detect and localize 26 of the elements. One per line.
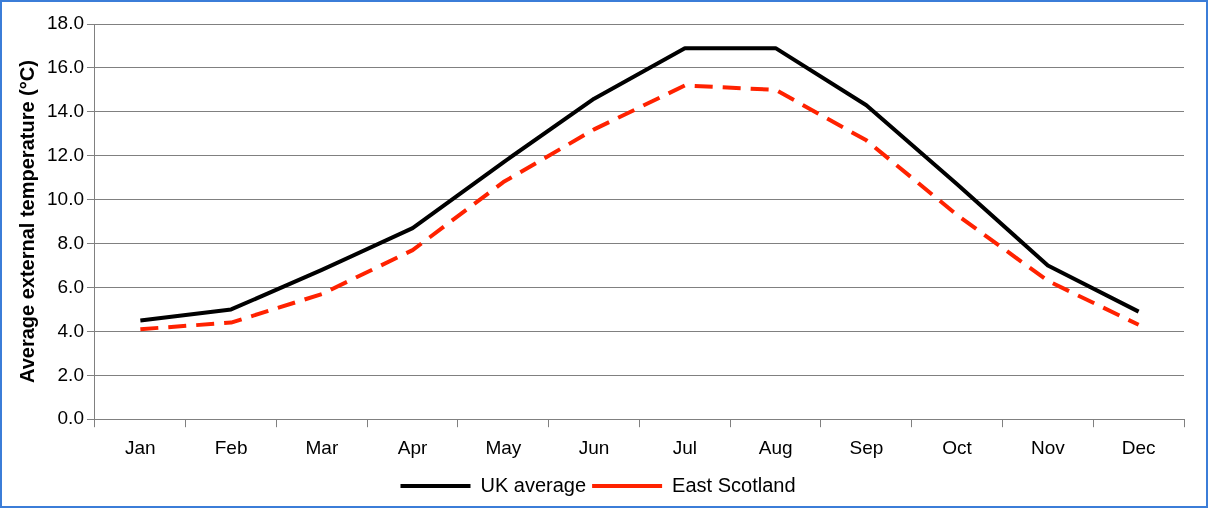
y-tick-label: 10.0	[47, 187, 84, 209]
legend-label: East Scotland	[672, 473, 796, 496]
x-tick-label: Aug	[758, 436, 793, 458]
y-tick-label: 2.0	[57, 363, 84, 385]
x-tick-label: Apr	[397, 436, 429, 458]
legend-label: UK average	[480, 473, 587, 496]
y-tick-label: 12.0	[47, 143, 84, 165]
x-tick-label: Dec	[1121, 436, 1156, 458]
x-tick-label: Sep	[849, 436, 884, 458]
y-tick-label: 14.0	[47, 100, 84, 122]
y-tick-label: 6.0	[57, 275, 84, 297]
y-tick-label: 8.0	[57, 231, 84, 253]
x-tick-label: Nov	[1030, 436, 1066, 458]
y-tick-label: 0.0	[57, 407, 84, 429]
x-tick-label: Jan	[125, 436, 156, 458]
y-tick-label: 16.0	[47, 56, 84, 78]
line-series	[138, 83, 1141, 332]
x-tick-label: Jul	[672, 436, 698, 458]
y-tick-label: 18.0	[47, 12, 84, 34]
x-tick-label: May	[485, 436, 522, 458]
x-tick-label: Jun	[578, 436, 610, 458]
x-tick-label: Oct	[942, 436, 973, 458]
x-tick-label: Feb	[214, 436, 248, 458]
y-axis-title: Average external temperature (°C)	[15, 60, 38, 384]
y-tick-label: 4.0	[57, 319, 84, 341]
x-tick-label: Mar	[305, 436, 339, 458]
